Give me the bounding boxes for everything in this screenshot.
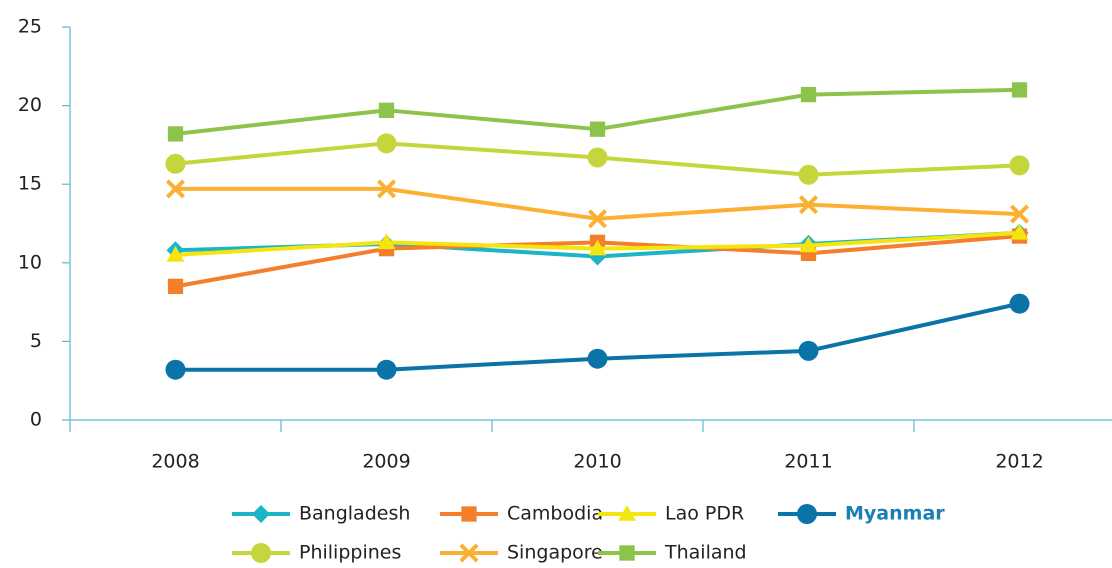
marker (1010, 223, 1029, 240)
marker (1009, 155, 1030, 176)
marker (166, 245, 185, 262)
x-tick-label: 2012 (995, 451, 1043, 473)
y-tick-label: 25 (18, 16, 42, 38)
y-tick-label: 20 (18, 94, 42, 116)
x-tick-label: 2010 (573, 451, 621, 473)
legend-label: Cambodia (507, 503, 603, 525)
x-tick-label: 2011 (784, 451, 832, 473)
marker (167, 126, 184, 142)
marker (798, 340, 819, 361)
legend-label: Myanmar (845, 503, 945, 525)
marker (1011, 82, 1028, 98)
marker (587, 209, 608, 229)
marker (461, 506, 477, 522)
y-tick-label: 5 (30, 330, 42, 352)
marker (587, 348, 608, 369)
marker (165, 153, 186, 174)
marker (798, 195, 819, 215)
y-tick-label: 15 (18, 173, 42, 195)
y-tick-label: 0 (30, 409, 42, 431)
series-line (175, 186, 1020, 221)
marker (589, 121, 606, 137)
marker (165, 359, 186, 380)
marker (165, 179, 186, 199)
y-tick-label: 10 (18, 251, 42, 273)
marker (376, 133, 397, 154)
legend-label: Singapore (507, 542, 603, 564)
marker (377, 233, 396, 250)
marker (800, 86, 817, 103)
marker (798, 164, 819, 185)
marker (799, 236, 818, 253)
marker (252, 505, 270, 523)
marker (376, 179, 397, 199)
marker (618, 505, 636, 521)
marker (167, 278, 184, 295)
marker (1009, 204, 1030, 224)
legend-label: Bangladesh (299, 503, 410, 525)
marker (797, 504, 817, 524)
legend-label: Thailand (664, 542, 747, 564)
marker (378, 102, 395, 118)
marker (1009, 293, 1030, 314)
marker (376, 359, 397, 380)
marker (459, 543, 479, 563)
x-tick-label: 2009 (362, 451, 410, 473)
marker (251, 543, 271, 563)
legend-label: Philippines (299, 542, 401, 564)
marker (587, 147, 608, 168)
marker (588, 239, 607, 256)
marker (619, 545, 635, 561)
legend-label: Lao PDR (665, 503, 744, 525)
x-tick-label: 2008 (151, 451, 199, 473)
